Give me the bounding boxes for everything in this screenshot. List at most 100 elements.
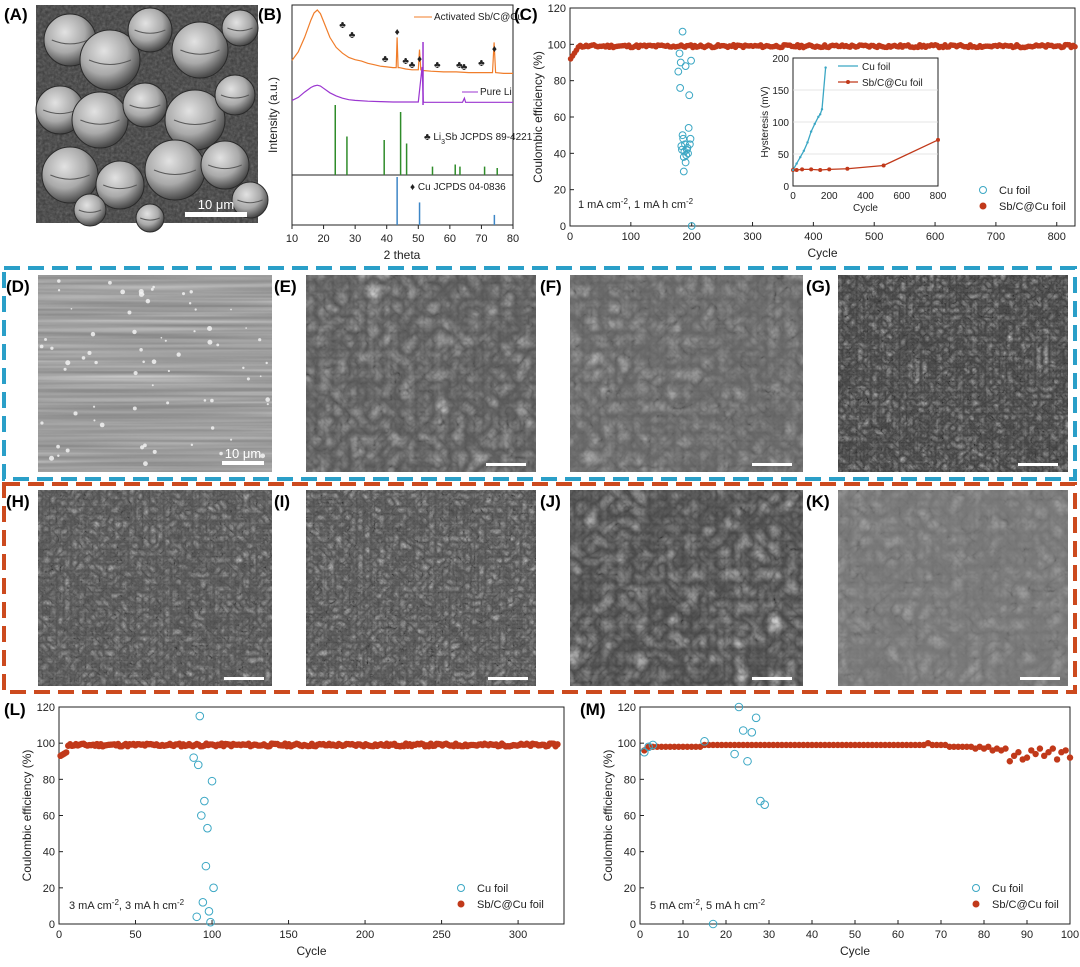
sem-sphere-seam (129, 104, 161, 109)
sem-sphere-seam (180, 49, 220, 55)
sem-particle (210, 426, 215, 430)
sem-particle (152, 449, 157, 454)
y-tick-label: 0 (560, 221, 566, 233)
cu-data-point (743, 756, 752, 766)
inset-cu-point (820, 108, 824, 111)
y-tick-label: 120 (548, 3, 566, 15)
inset-x-tick-label: 200 (821, 191, 838, 202)
chart-l: 0 20 40 60 80 100 120 0 50 100 150 200 250 300 Cycle Co… (20, 702, 565, 958)
sbc-data-point (1032, 750, 1039, 758)
scale-bar-k (1020, 677, 1060, 680)
y-tick-label: 120 (37, 702, 55, 714)
panel-l: (L) 0 20 40 60 80 100 120 0 50 100 150 200 250 300 Cyc… (4, 700, 565, 958)
sem-particle (63, 367, 67, 371)
inset-sbc-point (818, 168, 823, 172)
sem-sphere (122, 82, 168, 128)
cu-data-point (206, 917, 215, 927)
condition-annotation: 3 mA cm-2, 3 mA h cm-2 (69, 898, 185, 913)
cu-data-point (687, 222, 696, 230)
sem-particle (164, 339, 167, 342)
cu-data-point (684, 149, 692, 158)
cu-data-point (700, 737, 709, 746)
panel-i: (I) (274, 490, 536, 686)
sem-sphere-seam (227, 27, 253, 32)
cu-data-point (648, 740, 658, 750)
inset-legend-sbc-marker (846, 80, 850, 84)
inset-cu-point (818, 113, 822, 116)
cu-data-point (730, 749, 739, 759)
inset-y-tick-label: 200 (772, 54, 789, 65)
sem-sphere (127, 7, 173, 53)
sem-particle (219, 451, 223, 456)
panel-label-f: (F) (540, 277, 562, 296)
cu-data-point (640, 747, 649, 757)
sem-sphere-seam (51, 39, 89, 45)
legend-activated-label: Activated Sb/C@Cu (434, 12, 523, 23)
cu-data-point (189, 753, 198, 762)
x-axis-title: Cycle (296, 944, 326, 958)
li3sb-marker: ♣ (434, 60, 441, 71)
cu-data-point (684, 124, 693, 132)
panel-label-k: (K) (806, 492, 830, 511)
cu-data-point (201, 861, 211, 871)
inset-legend-sbc-label: Sb/C@Cu foil (862, 78, 923, 89)
x-tick-label: 30 (763, 929, 775, 941)
panel-h: (H) (6, 490, 272, 686)
sem-particle (56, 444, 60, 449)
panel-label-e: (E) (274, 277, 297, 296)
x-tick-label: 0 (567, 231, 573, 243)
sem-particle (259, 375, 262, 378)
sbc-data-point (1023, 754, 1031, 761)
sem-particle (181, 292, 186, 296)
legend-sbc-marker (979, 202, 987, 210)
sem-particle (210, 398, 214, 403)
x-tick-label: 300 (509, 929, 527, 941)
inset-x-axis-title: Cycle (853, 203, 878, 214)
legend-cu-label: Cu foil (477, 883, 508, 895)
y-axis-title: Coulombic efficiency (%) (531, 51, 545, 183)
sem-sphere-seam (153, 169, 197, 175)
panel-label-a: (A) (4, 5, 28, 24)
sem-particle (92, 405, 96, 408)
inset-cu-point (791, 168, 795, 172)
x-tick-label: 800 (1048, 231, 1066, 243)
inset-cu-point (802, 149, 806, 152)
panel-m: (M) 0 20 40 60 80 100 120 0 10 20 30 40 50 60 70 80 90 10… (580, 700, 1079, 958)
x-tick-label: 400 (804, 231, 822, 243)
sbc-data-point (1045, 749, 1052, 756)
cu-data-point (685, 91, 694, 100)
cu-data-point (685, 140, 694, 149)
inset-y-tick-label: 50 (778, 150, 790, 161)
y-tick-label: 100 (37, 738, 55, 750)
panel-label-g: (G) (806, 277, 831, 296)
sem-particle (138, 289, 144, 295)
condition-annotation: 1 mA cm-2, 1 mA h cm-2 (578, 197, 694, 212)
sbc-data-point (1015, 749, 1022, 756)
sem-particle (188, 302, 192, 305)
sem-particle (39, 344, 44, 349)
inset-x-tick-label: 0 (790, 191, 796, 202)
x-tick-label: 0 (637, 929, 643, 941)
y-tick-label: 20 (624, 883, 636, 895)
cu-data-point (747, 728, 757, 737)
sem-particle (120, 289, 126, 295)
legend-cu-marker (979, 186, 987, 194)
panel-label-c: (C) (514, 5, 538, 24)
sem-particle (139, 348, 143, 352)
panel-label-m: (M) (580, 700, 605, 719)
x-tick-label: 300 (743, 231, 761, 243)
cu-data-point (734, 702, 744, 712)
y-tick-label: 20 (43, 883, 55, 895)
legend-cu-label: Cu foil (999, 185, 1030, 197)
panel-label-h: (H) (6, 492, 30, 511)
li3sb-marker: ♣ (349, 30, 356, 41)
cu-ref-label: ♦ Cu JCPDS 04-0836 (410, 182, 506, 193)
sbc-data-point (554, 741, 561, 748)
sem-particle (189, 290, 193, 294)
sem-sphere-seam (208, 164, 242, 170)
li3sb-marker: ♣ (409, 60, 416, 71)
inset-legend-cu-label: Cu foil (862, 62, 890, 73)
sem-particle (87, 350, 92, 355)
